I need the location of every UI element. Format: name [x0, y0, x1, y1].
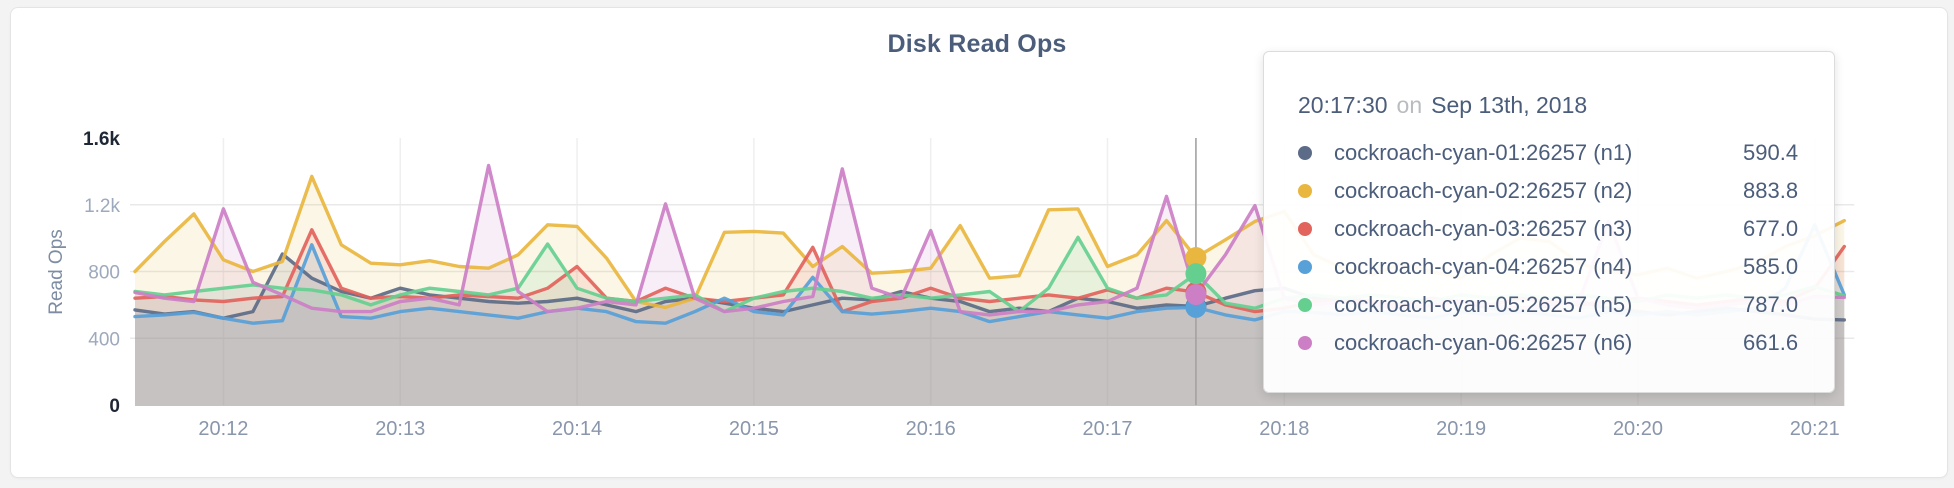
y-tick-label: 1.6k	[83, 129, 120, 150]
x-tick-label: 20:14	[552, 418, 602, 440]
tooltip-date: Sep 13th, 2018	[1431, 92, 1588, 118]
tooltip-series-label: cockroach-cyan-05:26257 (n5)	[1334, 292, 1633, 317]
y-tick-label: 800	[88, 263, 120, 284]
tooltip-legend: cockroach-cyan-01:26257 (n1) 590.4 cockroa…	[1298, 134, 1800, 362]
tooltip-timestamp: 20:17:30 on Sep 13th, 2018	[1298, 92, 1800, 118]
y-tick-label: 0	[109, 396, 120, 417]
tooltip-series-value: 677.0	[1743, 216, 1799, 241]
x-tick-label: 20:17	[1082, 418, 1132, 440]
tooltip-series-value: 585.0	[1743, 254, 1799, 279]
tooltip-series-label: cockroach-cyan-06:26257 (n6)	[1334, 330, 1633, 355]
hover-dot-n6	[1185, 284, 1207, 306]
tooltip-row: cockroach-cyan-04:26257 (n4) 585.0	[1298, 248, 1800, 286]
x-tick-label: 20:13	[375, 418, 425, 440]
series-color-dot-icon	[1298, 336, 1312, 350]
y-tick-label: 400	[88, 329, 120, 350]
tooltip-conjunction: on	[1396, 92, 1423, 118]
x-tick-label: 20:19	[1436, 418, 1486, 440]
x-tick-label: 20:12	[198, 418, 248, 440]
tooltip-row: cockroach-cyan-01:26257 (n1) 590.4	[1298, 134, 1800, 172]
series-color-dot-icon	[1298, 146, 1312, 160]
x-tick-label: 20:20	[1613, 418, 1663, 440]
x-tick-label: 20:15	[729, 418, 779, 440]
series-color-dot-icon	[1298, 222, 1312, 236]
hover-dot-n2	[1185, 247, 1207, 269]
tooltip-series-value: 787.0	[1743, 292, 1799, 317]
tooltip-row: cockroach-cyan-03:26257 (n3) 677.0	[1298, 210, 1800, 248]
tooltip-series-value: 883.8	[1743, 178, 1799, 203]
tooltip-series-value: 590.4	[1743, 140, 1799, 165]
x-tick-label: 20:18	[1259, 418, 1309, 440]
series-color-dot-icon	[1298, 260, 1312, 274]
tooltip-series-label: cockroach-cyan-03:26257 (n3)	[1334, 216, 1633, 241]
hover-dot-n5	[1185, 263, 1207, 285]
tooltip-series-label: cockroach-cyan-04:26257 (n4)	[1334, 254, 1633, 279]
tooltip-series-label: cockroach-cyan-02:26257 (n2)	[1334, 178, 1633, 203]
series-color-dot-icon	[1298, 298, 1312, 312]
tooltip-row: cockroach-cyan-05:26257 (n5) 787.0	[1298, 286, 1800, 324]
chart-title: Disk Read Ops	[887, 30, 1067, 58]
tooltip-row: cockroach-cyan-06:26257 (n6) 661.6	[1298, 324, 1800, 362]
tooltip-row: cockroach-cyan-02:26257 (n2) 883.8	[1298, 172, 1800, 210]
series-color-dot-icon	[1298, 184, 1312, 198]
y-tick-label: 1.2k	[84, 196, 120, 217]
tooltip-series-label: cockroach-cyan-01:26257 (n1)	[1334, 140, 1633, 165]
tooltip-series-value: 661.6	[1743, 330, 1799, 355]
hover-tooltip: 20:17:30 on Sep 13th, 2018 cockroach-cyan-…	[1263, 51, 1835, 393]
x-tick-label: 20:21	[1790, 418, 1840, 440]
tooltip-time: 20:17:30	[1298, 92, 1388, 118]
x-tick-label: 20:16	[906, 418, 956, 440]
